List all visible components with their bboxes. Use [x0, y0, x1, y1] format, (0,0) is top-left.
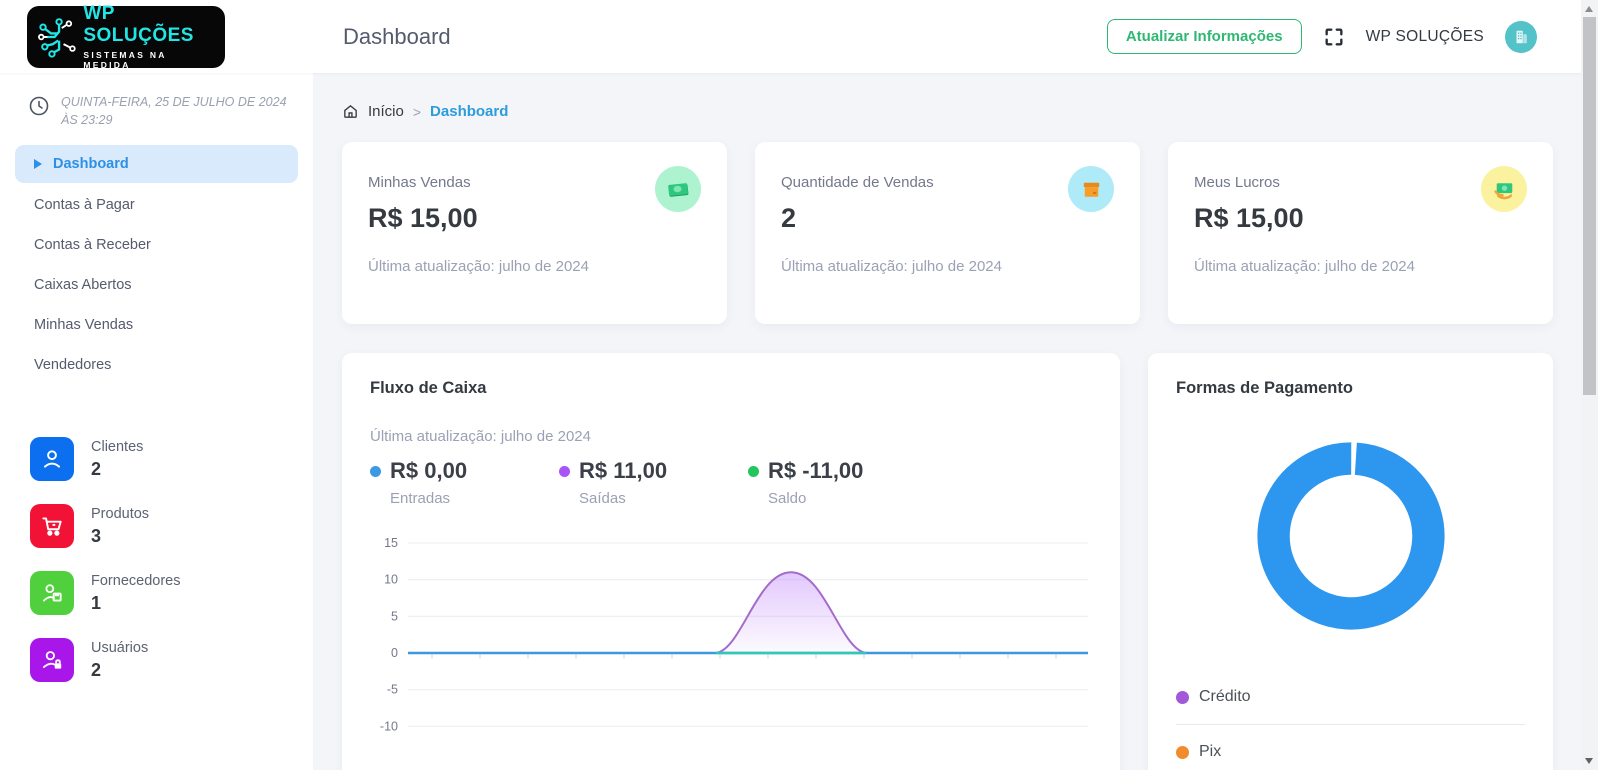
- breadcrumb-home[interactable]: Início: [368, 103, 404, 120]
- sidebar-item-caixas-abertos[interactable]: Caixas Abertos: [34, 277, 132, 294]
- breadcrumb: Início > Dashboard: [342, 103, 1553, 120]
- account-name: WP SOLUÇÕES: [1365, 27, 1484, 45]
- saidas-line: [715, 571, 867, 654]
- y-axis-labels: 15 10 5 0 -5 -10: [380, 536, 398, 733]
- circuit-logo-icon: [38, 17, 76, 58]
- payments-panel: Formas de Pagamento Crédito Pix: [1148, 353, 1553, 770]
- main-content: Início > Dashboard Minhas Vendas R$ 15,0…: [313, 73, 1581, 770]
- credito-dot-icon: [1176, 690, 1189, 704]
- user-icon: [43, 450, 61, 468]
- stat-produtos[interactable]: Produtos 3: [0, 504, 313, 549]
- clock-icon: [29, 96, 49, 116]
- caret-right-icon: [34, 159, 42, 170]
- cashflow-chart: 15 10 5 0 -5 -10: [370, 531, 1092, 770]
- legend-entradas[interactable]: R$ 0,00 Entradas: [370, 458, 559, 507]
- user-lock-icon: [42, 651, 62, 669]
- saldo-dot-icon: [748, 465, 759, 477]
- fullscreen-icon[interactable]: [1323, 26, 1345, 48]
- cart-icon: [42, 517, 62, 537]
- stat-fornecedores[interactable]: Fornecedores 1: [0, 571, 313, 616]
- svg-text:15: 15: [384, 536, 398, 550]
- card-quantidade-vendas: Quantidade de Vendas 2 Última atualizaçã…: [755, 142, 1140, 324]
- sidebar-item-dashboard[interactable]: Dashboard: [15, 145, 298, 184]
- page-title: Dashboard: [343, 23, 451, 49]
- payments-donut-chart: [1176, 438, 1525, 634]
- cashflow-legend: R$ 0,00 Entradas R$ 11,00 Saídas R$ -11,…: [370, 458, 1092, 507]
- scrollbar-thumb[interactable]: [1583, 17, 1596, 395]
- breadcrumb-current: Dashboard: [430, 103, 509, 120]
- legend-divider: [1176, 724, 1525, 725]
- avatar[interactable]: [1505, 20, 1537, 53]
- x-axis-ticks: [431, 654, 1057, 659]
- card-minhas-vendas: Minhas Vendas R$ 15,00 Última atualizaçã…: [342, 142, 727, 324]
- supplier-icon: [42, 584, 62, 602]
- breadcrumb-separator: >: [412, 103, 422, 120]
- sidebar-item-contas-a-pagar[interactable]: Contas à Pagar: [34, 197, 135, 214]
- svg-text:-10: -10: [380, 719, 398, 733]
- cashflow-title: Fluxo de Caixa: [370, 379, 487, 397]
- sidebar-item-contas-a-receber[interactable]: Contas à Receber: [34, 237, 151, 254]
- svg-text:10: 10: [384, 573, 398, 587]
- legend-saldo[interactable]: R$ -11,00 Saldo: [748, 458, 937, 507]
- legend-pix[interactable]: Pix: [1176, 733, 1525, 770]
- vertical-scrollbar[interactable]: [1581, 0, 1598, 770]
- donut-ring: [1256, 442, 1445, 630]
- cashflow-subtitle: Última atualização: julho de 2024: [370, 428, 591, 445]
- cashflow-panel: Fluxo de Caixa Última atualização: julho…: [342, 353, 1120, 770]
- update-info-button[interactable]: Atualizar Informações: [1106, 19, 1302, 54]
- entradas-dot-icon: [370, 465, 381, 477]
- app-logo[interactable]: WP SOLUÇÕES SISTEMAS NA MEDIDA: [27, 3, 225, 70]
- svg-text:0: 0: [391, 646, 398, 660]
- banknote-icon: [668, 183, 689, 197]
- sidebar-datetime: QUINTA-FEIRA, 25 DE JULHO DE 2024 ÀS 23:…: [61, 95, 287, 128]
- sidebar-item-vendedores[interactable]: Vendedores: [34, 357, 112, 374]
- logo-tagline-text: SISTEMAS NA MEDIDA: [83, 50, 167, 70]
- sidebar-nav: Dashboard Contas à Pagar Contas à Recebe…: [0, 145, 313, 385]
- saidas-area: [716, 572, 866, 653]
- sidebar-item-minhas-vendas[interactable]: Minhas Vendas: [34, 317, 134, 334]
- legend-credito[interactable]: Crédito: [1176, 678, 1525, 716]
- svg-text:5: 5: [391, 609, 398, 623]
- logo-brand-text: WP SOLUÇÕES: [83, 3, 194, 46]
- home-icon[interactable]: [342, 103, 359, 120]
- scroll-down-arrow-icon[interactable]: [1585, 758, 1593, 764]
- payments-legend: Crédito Pix: [1176, 678, 1525, 770]
- package-icon: [1083, 182, 1099, 197]
- pix-dot-icon: [1176, 745, 1189, 759]
- svg-text:-5: -5: [387, 683, 398, 697]
- stat-clientes[interactable]: Clientes 2: [0, 437, 313, 482]
- building-icon: [1516, 30, 1527, 43]
- payments-title: Formas de Pagamento: [1176, 379, 1353, 397]
- saidas-dot-icon: [559, 465, 570, 477]
- scroll-up-arrow-icon[interactable]: [1585, 6, 1593, 12]
- legend-saidas[interactable]: R$ 11,00 Saídas: [559, 458, 748, 507]
- top-bar: WP SOLUÇÕES SISTEMAS NA MEDIDA Dashboard…: [0, 0, 1581, 73]
- stat-usuarios[interactable]: Usuários 2: [0, 638, 313, 683]
- sidebar: QUINTA-FEIRA, 25 DE JULHO DE 2024 ÀS 23:…: [0, 73, 313, 770]
- money-hand-icon: [1493, 182, 1512, 199]
- sidebar-stats: Clientes 2 Produtos 3: [0, 437, 313, 683]
- card-meus-lucros: Meus Lucros R$ 15,00 Última atualização:…: [1168, 142, 1553, 324]
